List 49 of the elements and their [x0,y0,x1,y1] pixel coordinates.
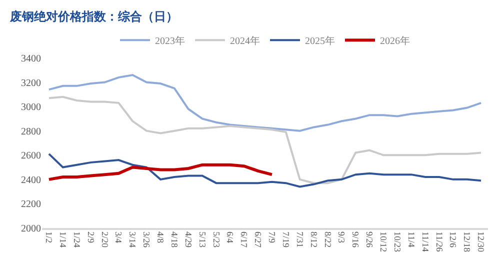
chart-title: 废钢绝对价格指数：综合（日） [9,10,178,24]
x-tick-label: 8/12 [308,232,319,248]
x-tick-label: 7/9 [267,232,278,244]
x-tick-label: 9/3 [336,232,347,244]
y-tick-label: 2200 [21,199,41,210]
y-tick-label: 2000 [21,224,41,234]
x-tick-label: 2/20 [100,232,110,248]
line-series [48,96,482,184]
x-tick-label: 11/14 [420,232,430,252]
x-tick-label: 10/23 [392,232,402,253]
x-tick-label: 2/9 [86,232,96,244]
y-tick-label: 3200 [21,78,41,89]
legend-label: 2025年 [305,35,335,47]
x-tick-label: 5/23 [211,232,222,248]
legend-label: 2026年 [380,35,410,47]
x-tick-label: 8/22 [322,232,333,248]
x-tick-label: 1/2 [44,232,54,244]
x-tick-label: 6/4 [225,232,236,244]
x-tick-label: 7/31 [294,232,305,248]
x-tick-label: 11/4 [406,232,416,248]
legend-label: 2024年 [230,35,260,47]
x-tick-label: 1/14 [58,232,68,248]
y-tick-label: 2400 [21,174,41,186]
x-tick-label: 12/18 [462,232,472,253]
x-tick-label: 3/4 [114,232,124,244]
y-tick-label: 3000 [21,102,41,114]
x-tick-label: 4/8 [156,232,166,244]
x-tick-label: 4/18 [169,232,180,248]
y-tick-label: 2600 [21,150,41,162]
x-tick-label: 4/29 [183,232,194,248]
x-tick-label: 3/26 [142,232,152,248]
x-tick-label: 11/26 [434,232,444,252]
x-tick-label: 1/24 [72,232,82,248]
line-series [48,74,482,132]
y-tick-label: 2800 [21,126,41,138]
line-series [47,163,274,181]
y-tick-label: 3400 [21,54,41,64]
x-tick-label: 12/30 [476,232,486,253]
x-tick-label: 7/19 [280,232,291,248]
x-tick-label: 9/16 [350,232,361,248]
x-tick-label: 3/14 [128,232,138,248]
x-tick-label: 10/12 [378,232,389,252]
x-tick-label: 5/13 [197,232,208,248]
x-tick-label: 12/6 [448,232,458,248]
x-tick-label: 9/26 [364,232,375,248]
legend-label: 2023年 [155,35,185,47]
line-series [48,152,482,188]
x-tick-label: 6/27 [253,232,264,248]
x-tick-label: 6/17 [239,232,250,248]
